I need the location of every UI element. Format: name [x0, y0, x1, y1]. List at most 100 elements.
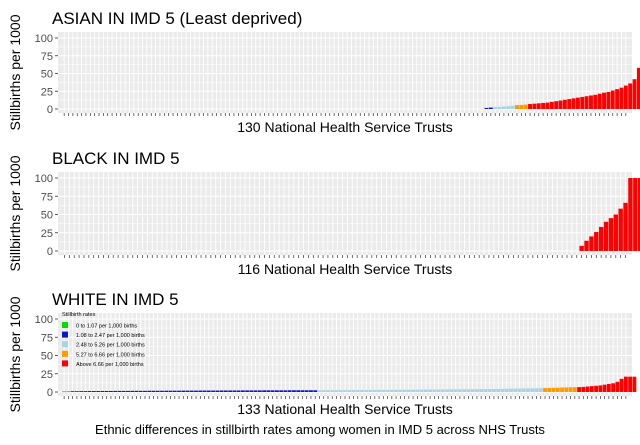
bar — [253, 390, 258, 392]
bar — [240, 390, 245, 392]
bar — [134, 390, 139, 392]
legend: Stillbirth rates 0 to 1.07 per 1,000 birt… — [62, 312, 145, 368]
bar — [504, 388, 509, 392]
y-tick-label: 50 — [41, 69, 53, 81]
chart-panel-3: 0 25 50 75 100 WHITE IN IMD 5 133 National Hea… — [7, 290, 637, 417]
bar — [338, 390, 343, 392]
y-tick-label: 0 — [47, 246, 53, 258]
bar — [487, 389, 492, 392]
y-axis-label: Stillbirths per 1000 — [7, 155, 23, 271]
bar — [608, 218, 614, 251]
bar — [436, 389, 441, 392]
bar — [534, 388, 539, 392]
y-tick-label: 50 — [41, 351, 53, 363]
y-tick-label: 25 — [41, 86, 53, 98]
bar — [593, 94, 598, 109]
bar — [360, 390, 364, 392]
bar — [462, 389, 467, 392]
bar — [475, 389, 479, 392]
bar — [202, 390, 207, 392]
bar — [619, 378, 624, 392]
y-tick-label: 100 — [35, 33, 53, 45]
legend-swatch — [62, 322, 68, 328]
chart-panel-2: 0 25 50 75 100 BLACK IN IMD 5 116 National Hea… — [7, 149, 640, 277]
bar — [492, 389, 496, 392]
bar — [510, 105, 515, 109]
bar — [304, 390, 309, 392]
legend-label: 5.27 to 6.66 per 1,000 births — [76, 352, 145, 358]
bar — [415, 389, 420, 392]
bar — [428, 389, 433, 392]
bar — [554, 101, 559, 109]
bar — [330, 390, 335, 392]
bar — [449, 389, 454, 392]
bar — [515, 105, 519, 109]
bar — [594, 385, 598, 392]
bar — [274, 390, 279, 392]
bar — [636, 67, 640, 109]
bar — [558, 100, 563, 109]
bar — [321, 390, 326, 392]
bar — [594, 232, 599, 251]
bar — [633, 178, 638, 251]
bar — [567, 99, 572, 109]
bar — [66, 391, 71, 393]
bar — [232, 390, 237, 392]
legend-label: Above 6.66 per 1,000 births — [76, 362, 144, 368]
bar — [551, 387, 556, 392]
bar — [423, 389, 428, 392]
bar — [440, 389, 445, 392]
bar — [326, 390, 330, 392]
bar — [262, 390, 267, 392]
x-axis-label: 130 National Health Service Trusts — [237, 119, 453, 135]
bar — [355, 390, 360, 392]
bar — [292, 390, 296, 392]
plot-background — [58, 172, 632, 255]
bar — [228, 390, 233, 392]
bar — [483, 389, 488, 392]
bar — [606, 383, 611, 392]
y-tick-label: 75 — [41, 51, 53, 63]
bar — [402, 389, 407, 392]
bar — [585, 386, 590, 392]
chart-title: WHITE IN IMD 5 — [52, 290, 179, 309]
bar — [406, 389, 411, 392]
bar — [598, 385, 603, 392]
bar — [83, 391, 88, 392]
bar — [317, 390, 322, 392]
bar — [564, 387, 569, 392]
bar — [385, 389, 390, 392]
bar — [164, 390, 169, 392]
bar — [584, 240, 589, 251]
bar — [206, 390, 211, 392]
bar — [168, 390, 173, 392]
bar — [172, 390, 177, 392]
bar — [453, 389, 458, 392]
bar — [538, 388, 543, 392]
x-axis-label: 133 National Health Service Trusts — [237, 401, 453, 417]
bar — [581, 386, 586, 392]
bar — [628, 83, 633, 109]
bar — [177, 390, 181, 392]
bar — [521, 388, 526, 392]
bar — [283, 390, 288, 392]
bar — [618, 208, 623, 251]
bar — [488, 107, 493, 109]
bar — [603, 221, 609, 251]
bar — [143, 390, 147, 392]
bar — [219, 390, 224, 392]
bar — [517, 388, 522, 392]
bar — [279, 390, 284, 392]
bar — [113, 390, 118, 392]
bar — [92, 391, 96, 392]
bar — [597, 93, 602, 109]
bar — [185, 390, 190, 392]
y-tick-label: 0 — [47, 104, 53, 116]
bar — [610, 90, 615, 109]
bar — [287, 390, 292, 392]
bar — [198, 390, 203, 392]
x-axis-label: 116 National Health Service Trusts — [238, 261, 453, 277]
bar — [181, 390, 186, 392]
bar — [602, 92, 607, 109]
